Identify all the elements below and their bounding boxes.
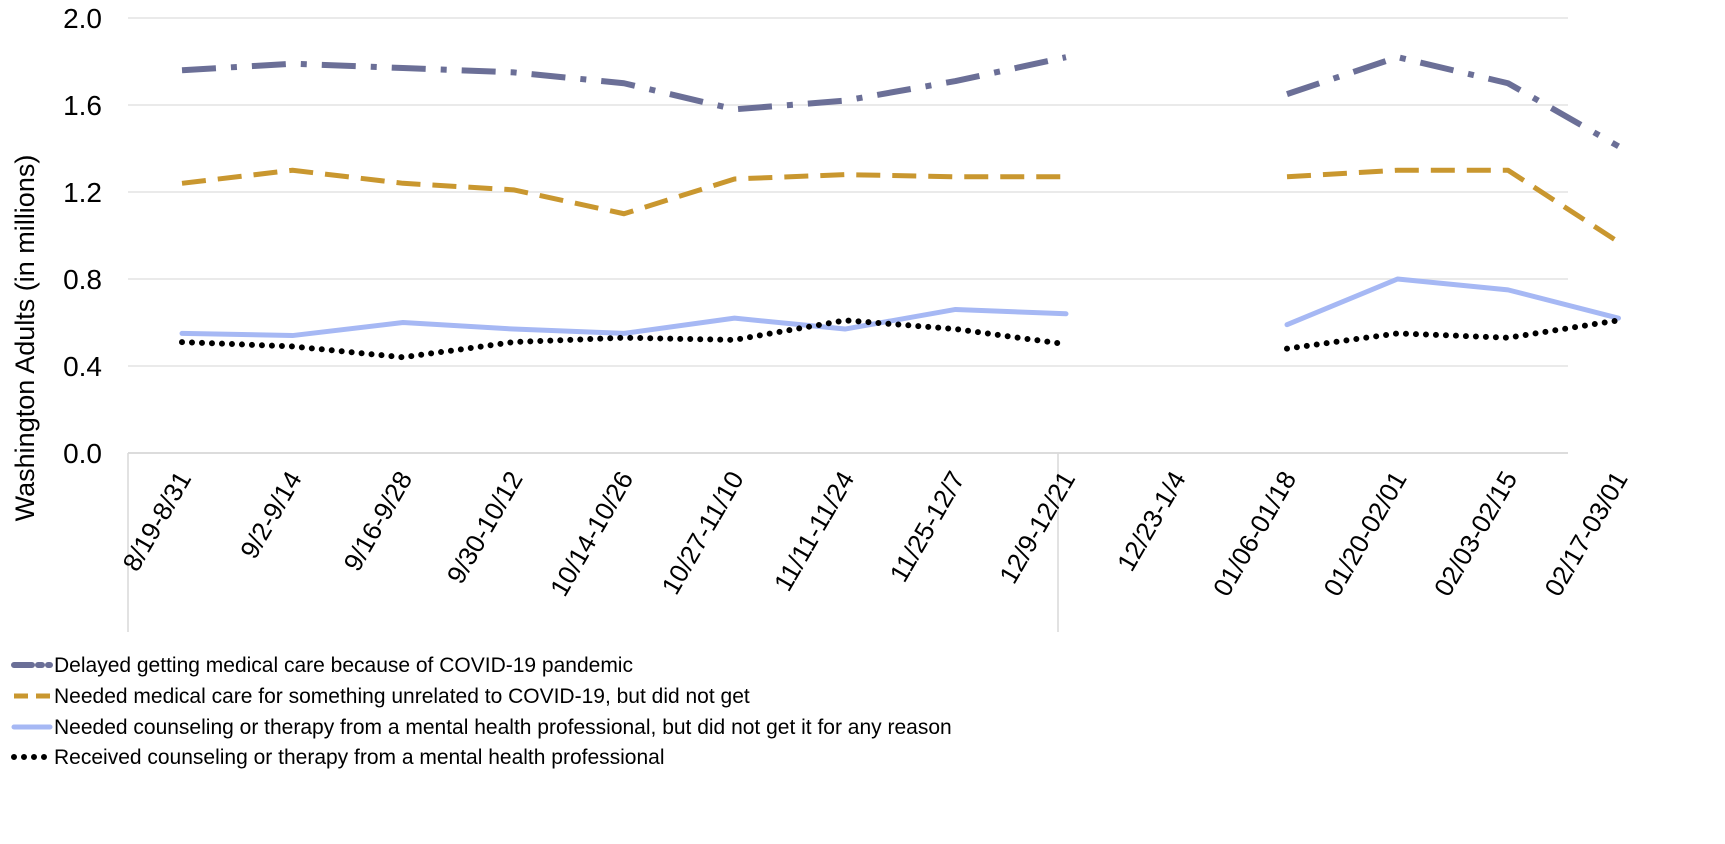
series-line: [181, 54, 1620, 149]
y-tick-label: 1.6: [63, 90, 102, 121]
series-segment: [179, 317, 1069, 361]
x-tick-label: 9/30-10/12: [441, 466, 529, 589]
legend-label: Needed medical care for something unrela…: [54, 685, 750, 708]
y-axis-title: Washington Adults (in millions): [10, 155, 40, 522]
y-tick-label: 0.4: [63, 351, 102, 382]
y-tick-label: 2.0: [63, 3, 102, 34]
x-tick-label: 01/06-01/18: [1207, 466, 1302, 601]
x-tick-label: 10/27-11/10: [655, 466, 749, 600]
x-tick-label: 12/23-1/4: [1111, 466, 1192, 576]
series-segment: [1286, 54, 1620, 149]
series-segment: [1284, 276, 1621, 328]
legend-label: Delayed getting medical care because of …: [54, 654, 633, 677]
axis-dividers: [127, 453, 1059, 632]
legend: Delayed getting medical care because of …: [11, 654, 952, 769]
legend-label: Needed counseling or therapy from a ment…: [54, 716, 952, 739]
y-tick-label: 0.8: [63, 264, 102, 295]
series-line: [179, 276, 1621, 339]
y-tick-label: 0.0: [63, 438, 102, 469]
gridlines: [128, 17, 1568, 454]
series-line: [181, 167, 1620, 245]
x-tick-label: 10/14-10/26: [544, 466, 639, 601]
x-tick-label: 9/16-9/28: [337, 466, 418, 576]
series-segment: [1284, 317, 1622, 352]
y-tick-label: 1.2: [63, 177, 102, 208]
x-axis-tick-labels: 8/19-8/31 9/2-9/14 9/16-9/28 9/30-10/12 10/1…: [116, 466, 1633, 601]
x-tick-label: 12/9-12/21: [993, 466, 1081, 589]
x-tick-label: 11/11-11/24: [768, 466, 860, 596]
x-tick-label: 02/17-03/01: [1538, 466, 1633, 601]
series-segment: [179, 306, 1069, 339]
x-tick-label: 9/2-9/14: [234, 466, 308, 564]
x-tick-label: 02/03-02/15: [1428, 466, 1523, 601]
x-tick-label: 11/25-12/7: [884, 466, 971, 587]
series-segment: [1286, 167, 1620, 245]
data-series: [179, 54, 1622, 361]
series-segment: [181, 54, 1067, 113]
y-axis-tick-labels: 0.0 0.4 0.8 1.2 1.6 2.0: [63, 3, 102, 469]
series-segment: [181, 167, 1066, 217]
x-tick-label: 01/20-02/01: [1317, 466, 1412, 601]
series-line: [179, 317, 1622, 361]
legend-label: Received counseling or therapy from a me…: [54, 746, 665, 769]
